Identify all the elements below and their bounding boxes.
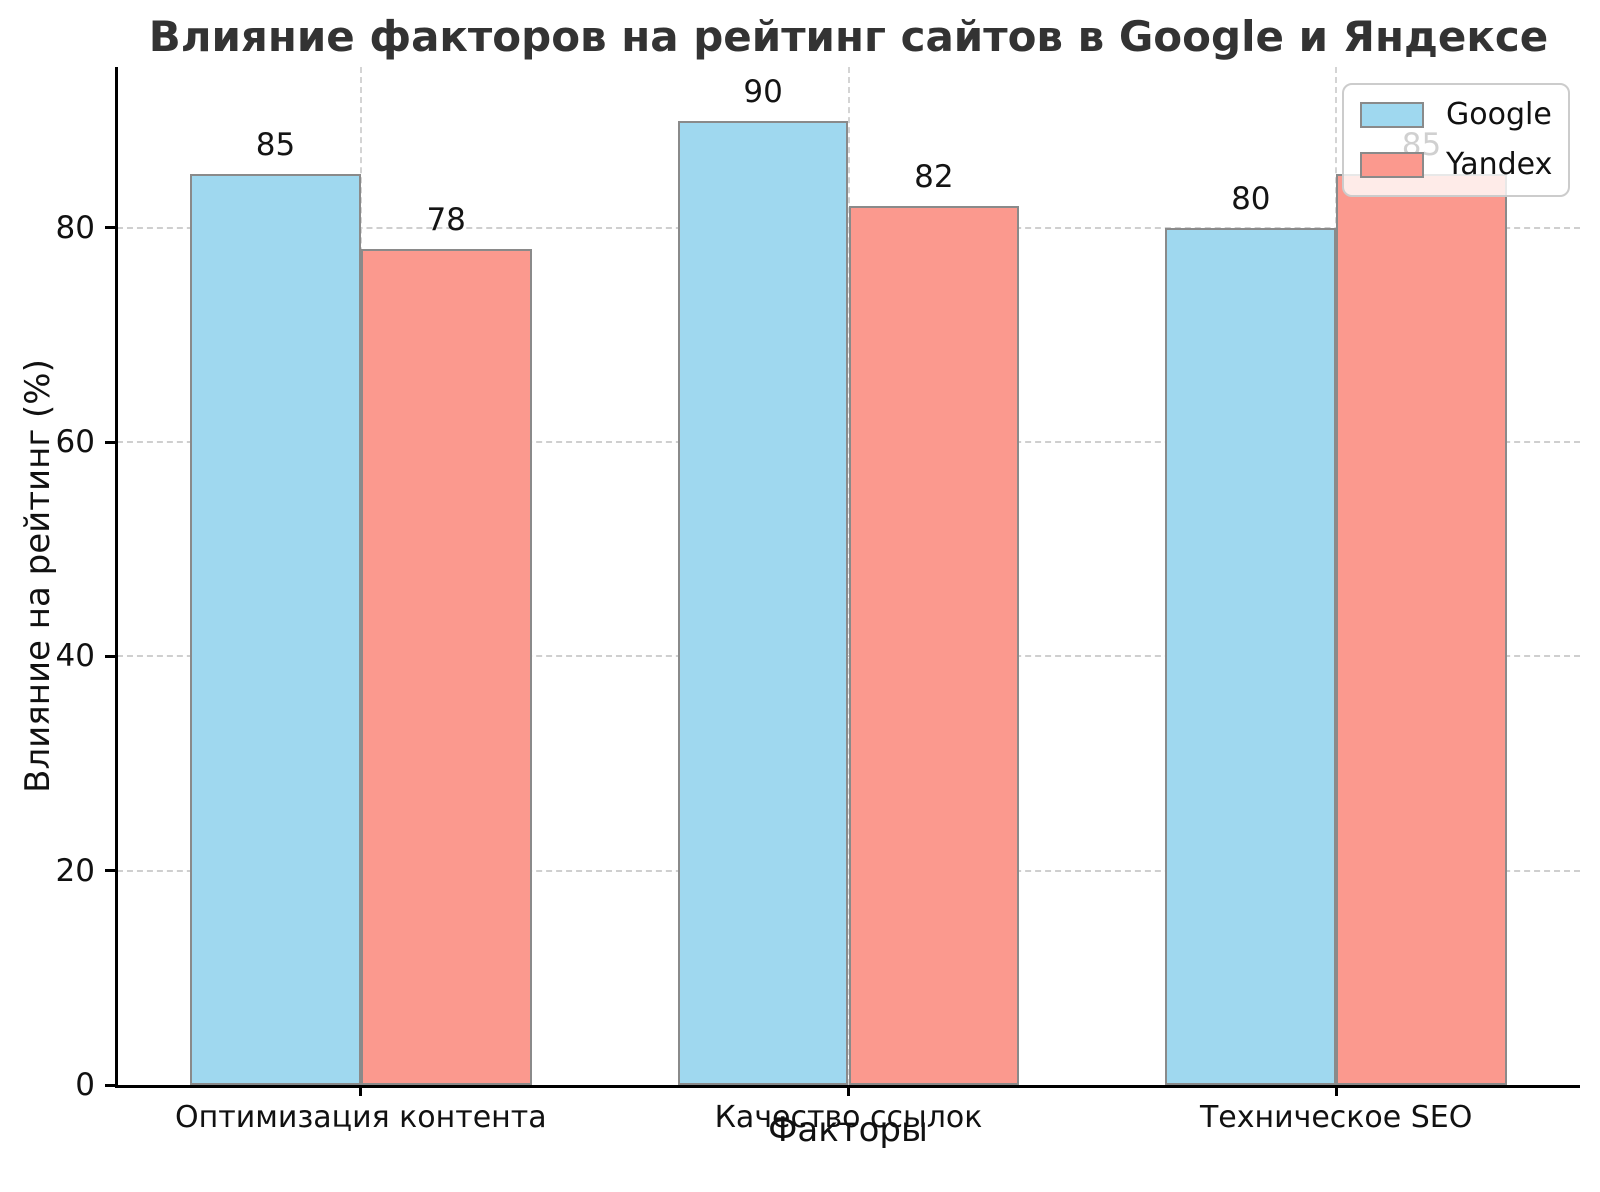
bar-value-google-0: 85 <box>255 127 296 164</box>
bar-yandex-2 <box>1336 174 1507 1085</box>
y-tick-label-0: 0 <box>75 1067 95 1103</box>
legend-label-yandex: Yandex <box>1446 147 1553 182</box>
legend-item-google: Google <box>1360 99 1552 131</box>
category-label-2: Техническое SEO <box>1199 1100 1473 1135</box>
bar-value-google-1: 90 <box>743 73 783 110</box>
y-axis-spine <box>115 67 118 1088</box>
bar-google-1 <box>677 120 849 1085</box>
y-tick-mark-0 <box>105 1083 116 1087</box>
chart-title: Влияние факторов на рейтинг сайтов в Goo… <box>148 12 1549 61</box>
x-tick-mark-2 <box>1334 1085 1338 1096</box>
bar-yandex-0 <box>360 249 532 1085</box>
y-tick-label-40: 40 <box>55 638 95 675</box>
x-axis-label: Факторы <box>768 1110 928 1150</box>
legend: Google Yandex <box>1342 83 1571 197</box>
legend-item-yandex: Yandex <box>1360 149 1552 181</box>
y-tick-label-80: 80 <box>55 209 95 246</box>
y-tick-mark-80 <box>105 226 116 230</box>
legend-swatch-yandex <box>1360 152 1424 178</box>
bar-google-0 <box>190 174 361 1085</box>
y-tick-mark-40 <box>105 654 116 658</box>
bar-google-2 <box>1165 227 1337 1085</box>
plot-area: 859080788285 <box>115 67 1580 1088</box>
x-tick-mark-1 <box>847 1085 850 1096</box>
legend-swatch-google <box>1360 102 1424 128</box>
y-tick-mark-60 <box>105 440 116 444</box>
bar-value-google-2: 80 <box>1231 180 1271 217</box>
legend-label-google: Google <box>1446 97 1552 132</box>
bar-yandex-1 <box>848 206 1020 1085</box>
y-tick-label-60: 60 <box>55 424 95 461</box>
category-label-1: Качество ссылок <box>714 1100 983 1135</box>
bar-value-yandex-1: 82 <box>914 159 954 196</box>
bar-value-yandex-0: 78 <box>426 202 466 239</box>
y-tick-label-20: 20 <box>55 852 95 889</box>
category-label-0: Оптимизация контента <box>174 1100 547 1135</box>
x-tick-mark-0 <box>359 1085 363 1096</box>
y-tick-mark-20 <box>105 869 116 873</box>
